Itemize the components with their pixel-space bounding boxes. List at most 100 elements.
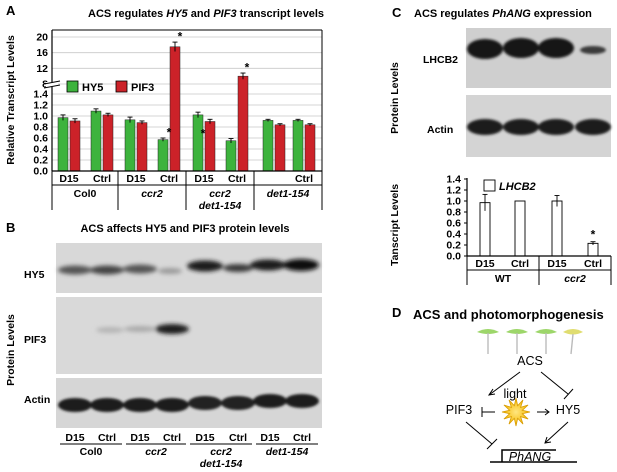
group-label-wt: WT bbox=[495, 273, 512, 285]
xtick-label: Ctrl bbox=[229, 432, 247, 444]
pathway-arrows bbox=[465, 371, 574, 450]
panel-c: C ACS regulates PhANG expression Protein… bbox=[389, 5, 612, 285]
acs-inhibits-hy5 bbox=[540, 371, 569, 395]
group-label-ccr2-det1: ccr2 bbox=[210, 446, 232, 458]
bar-lhcb2 bbox=[514, 200, 526, 257]
seedling-icon bbox=[506, 329, 528, 354]
xtick-label: D15 bbox=[126, 173, 145, 185]
bar-pif3 bbox=[136, 122, 148, 172]
xtick-label: Ctrl bbox=[93, 173, 111, 185]
ytick-label: 0.2 bbox=[33, 155, 48, 167]
panel-c-title: ACS regulates PhANG expression bbox=[414, 8, 592, 20]
xtick-label: Ctrl bbox=[293, 432, 311, 444]
blot-label-actin: Actin bbox=[24, 394, 50, 406]
xtick-label: Ctrl bbox=[228, 173, 246, 185]
blot-label-actin-c: Actin bbox=[427, 124, 453, 136]
label-pif3: PIF3 bbox=[446, 403, 472, 417]
bar-lhcb2 bbox=[551, 200, 563, 257]
panel-a-bars: * * * * bbox=[57, 29, 316, 172]
bar-hy5 bbox=[124, 119, 136, 172]
bar-pif3 bbox=[204, 121, 216, 172]
label-light: light bbox=[504, 387, 527, 401]
ytick-label: 8 bbox=[42, 79, 48, 91]
pif3-inhibits-gene bbox=[465, 421, 493, 445]
ytick-label: 1.0 bbox=[33, 111, 48, 123]
panel-c-letter: C bbox=[392, 5, 402, 20]
sun-icon bbox=[501, 397, 531, 427]
xtick-label: D15 bbox=[475, 258, 494, 270]
bar-hy5 bbox=[192, 114, 204, 172]
bar-hy5 bbox=[90, 110, 102, 172]
significance-star: * bbox=[201, 127, 206, 141]
pif3-bands bbox=[96, 324, 189, 334]
label-hy5: HY5 bbox=[556, 403, 580, 417]
xtick-label: Ctrl bbox=[584, 258, 602, 270]
group-label-ccr2-det1-line2: det1-154 bbox=[199, 200, 242, 212]
group-label-ccr2: ccr2 bbox=[141, 188, 163, 200]
panel-d-letter: D bbox=[392, 305, 401, 320]
panel-d-title: ACS and photomorphogenesis bbox=[413, 307, 604, 322]
legend-swatch-lhcb2 bbox=[483, 179, 496, 192]
hy5-bands bbox=[58, 259, 319, 275]
ytick-label: 0.0 bbox=[446, 251, 461, 263]
panel-b: B ACS affects HY5 and PIF3 protein level… bbox=[5, 220, 322, 470]
ytick-label: 0.6 bbox=[446, 218, 461, 230]
bar-pif3 bbox=[169, 46, 181, 172]
blot-label-lhcb2: LHCB2 bbox=[423, 54, 458, 66]
panel-c-group-labels: WT ccr2 bbox=[495, 273, 586, 285]
panel-c-bars: * bbox=[479, 193, 599, 257]
legend-label-pif3: PIF3 bbox=[131, 82, 154, 94]
bar-pif3 bbox=[237, 75, 249, 172]
seedling-icons bbox=[477, 329, 583, 355]
significance-star: * bbox=[245, 60, 250, 74]
xtick-label: D15 bbox=[130, 432, 149, 444]
bar-lhcb2 bbox=[587, 242, 599, 257]
ytick-label: 1.4 bbox=[446, 174, 461, 186]
group-label-det1: det1-154 bbox=[267, 188, 310, 200]
panel-b-letter: B bbox=[6, 220, 15, 235]
ytick-label: 0.4 bbox=[33, 144, 48, 156]
ytick-label: 0.8 bbox=[33, 122, 48, 134]
actin-c-bands bbox=[467, 119, 611, 135]
bar-pif3 bbox=[102, 114, 114, 172]
panel-c-legend: LHCB2 bbox=[483, 179, 536, 193]
ytick-label: 0.6 bbox=[33, 133, 48, 145]
seedling-icon bbox=[535, 329, 557, 354]
group-label-ccr2-det1: ccr2 bbox=[209, 188, 231, 200]
blot-label-hy5: HY5 bbox=[24, 269, 45, 281]
xtick-label: Ctrl bbox=[511, 258, 529, 270]
ytick-label: 0.4 bbox=[446, 229, 461, 241]
ytick-label: 12 bbox=[36, 63, 48, 75]
panel-b-title: ACS affects HY5 and PIF3 protein levels bbox=[80, 223, 289, 235]
acs-to-pif3-arrow bbox=[488, 371, 521, 396]
group-label-col0: Col0 bbox=[74, 188, 97, 200]
inhibition-bar bbox=[563, 388, 574, 400]
legend-swatch-hy5 bbox=[66, 80, 79, 93]
legend-label-lhcb2: LHCB2 bbox=[499, 181, 536, 193]
xtick-label: D15 bbox=[195, 432, 214, 444]
panel-a-ylabel: Relative Transcript Levels bbox=[5, 35, 17, 165]
blot-pif3 bbox=[56, 297, 322, 374]
ytick-label: 1.4 bbox=[33, 89, 48, 101]
xtick-label: Ctrl bbox=[163, 432, 181, 444]
bar-pif3 bbox=[69, 120, 81, 172]
arrowhead bbox=[544, 436, 552, 444]
panel-c-xtick-labels: D15 Ctrl D15 Ctrl bbox=[475, 258, 602, 270]
panel-b-xtick-labels: D15 Ctrl D15 Ctrl D15 Ctrl D15 Ctrl bbox=[65, 432, 311, 444]
xtick-label: D15 bbox=[194, 173, 213, 185]
group-label-ccr2-c: ccr2 bbox=[564, 273, 586, 285]
significance-star: * bbox=[591, 228, 596, 242]
ytick-label: 0.2 bbox=[446, 240, 461, 252]
panel-a-group-labels: Col0 ccr2 ccr2 det1-154 det1-154 bbox=[74, 188, 310, 212]
panel-a-xtick-labels: D15 Ctrl D15 Ctrl D15 Ctrl Ctrl bbox=[59, 173, 313, 185]
panel-a-letter: A bbox=[6, 3, 16, 18]
hy5-to-gene-arrow bbox=[544, 421, 569, 444]
panel-a-axes bbox=[43, 29, 323, 210]
bar-pif3 bbox=[304, 124, 316, 172]
ytick-label: 0.0 bbox=[33, 166, 48, 178]
arrowhead bbox=[487, 388, 496, 396]
xtick-label: D15 bbox=[59, 173, 78, 185]
label-acs: ACS bbox=[517, 354, 543, 368]
xtick-label: Ctrl bbox=[295, 173, 313, 185]
